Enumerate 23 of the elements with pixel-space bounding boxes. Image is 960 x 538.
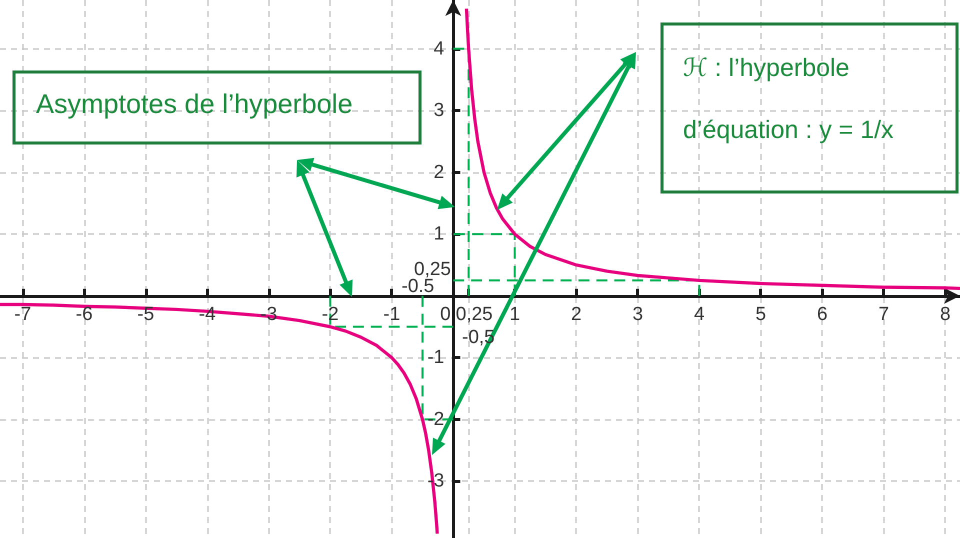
y-tick-label: -2 — [427, 408, 444, 430]
x-tick-label: 7 — [878, 304, 890, 325]
x-tick-label: -1 — [383, 304, 400, 325]
text: ℋ : l’hyperbole d’équation : y = 1/x — [683, 54, 894, 144]
x-tick-label: 5 — [755, 304, 766, 325]
x-tick-label: 8 — [940, 304, 951, 325]
y-tick-label: 1 — [434, 224, 444, 245]
x-tick-label: 0,25 — [456, 304, 493, 325]
x-tick-label: 6 — [816, 304, 828, 325]
x-tick-label: -7 — [14, 304, 32, 325]
y-tick-label: 3 — [434, 100, 444, 122]
x-tick-label: 1 — [509, 304, 520, 325]
annotation: Asymptotes de l’hyperbole — [36, 89, 354, 119]
x-tick-label: -5 — [137, 304, 154, 325]
x-tick-label: 4 — [694, 304, 705, 325]
y-tick-label: 4 — [434, 38, 445, 60]
y-tick-label: -1 — [427, 347, 444, 368]
x-tick-label: -2 — [322, 304, 339, 325]
y-tick-label: 2 — [434, 162, 444, 183]
x-tick-label: 0 — [440, 304, 451, 325]
x-tick-label: 2 — [570, 304, 582, 325]
x-tick-label: -6 — [76, 304, 93, 325]
x-tick-label: 3 — [632, 304, 644, 325]
